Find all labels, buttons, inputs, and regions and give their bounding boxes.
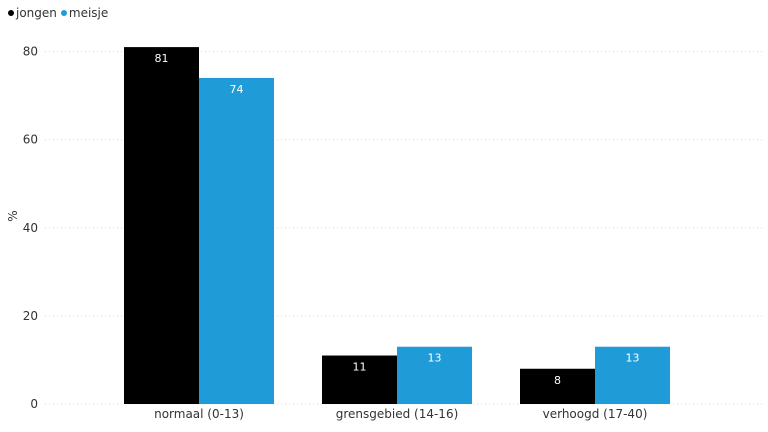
y-tick-label: 20 <box>23 309 38 323</box>
bar-jongen-2[interactable] <box>520 368 595 404</box>
y-tick-label: 80 <box>23 45 38 59</box>
x-category-label: normaal (0-13) <box>154 407 244 421</box>
legend-label-jongen: jongen <box>16 6 57 20</box>
bar-jongen-1[interactable] <box>322 355 397 404</box>
y-axis-ticks: 0 20 40 60 80 <box>23 45 38 412</box>
legend-dot-meisje <box>60 10 67 16</box>
bar-jongen-0[interactable] <box>124 47 199 404</box>
bars <box>124 47 670 404</box>
x-category-label: verhoogd (17-40) <box>543 407 648 421</box>
y-axis-label: % <box>6 210 20 221</box>
data-label-meisje-2: 13 <box>626 352 640 365</box>
y-tick-label: 60 <box>23 133 38 147</box>
bar-meisje-2[interactable] <box>595 346 670 404</box>
x-axis-categories: normaal (0-13) grensgebied (14-16) verhoog… <box>154 407 647 421</box>
y-tick-label: 40 <box>23 221 38 235</box>
legend-item-jongen[interactable]: jongen <box>8 6 57 20</box>
data-label-jongen-2: 8 <box>554 374 561 387</box>
bar-meisje-0[interactable] <box>199 77 274 404</box>
data-label-meisje-0: 74 <box>230 83 244 96</box>
legend-dot-jongen <box>8 10 14 16</box>
legend-item-meisje[interactable]: meisje <box>60 6 109 20</box>
x-category-label: grensgebied (14-16) <box>336 407 459 421</box>
bar-meisje-1[interactable] <box>397 346 472 404</box>
legend-label-meisje: meisje <box>68 6 109 20</box>
y-tick-label: 0 <box>30 397 38 411</box>
data-label-jongen-0: 81 <box>155 52 169 65</box>
data-label-meisje-1: 13 <box>428 352 442 365</box>
data-label-jongen-1: 11 <box>353 361 367 374</box>
bar-labels: 81 74 11 13 8 13 <box>155 52 640 387</box>
legend: jongen meisje <box>8 5 112 21</box>
